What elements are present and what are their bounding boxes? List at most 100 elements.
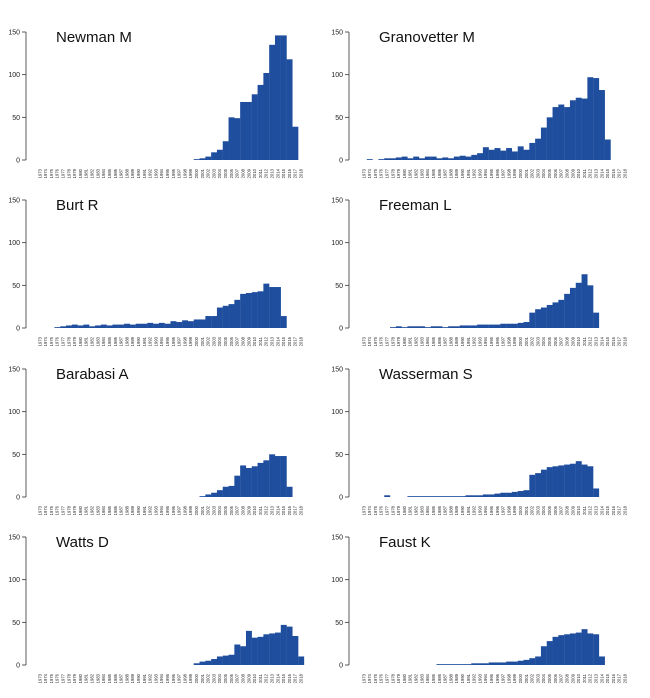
- bar: [106, 325, 113, 328]
- bar: [564, 464, 571, 497]
- x-tick-label: 2005: [223, 336, 228, 346]
- bar: [552, 302, 559, 328]
- bar: [523, 322, 530, 328]
- bar: [234, 475, 241, 497]
- x-tick-label: 2003: [535, 336, 540, 346]
- x-tick-label: 1983: [419, 168, 424, 178]
- bar: [228, 485, 235, 497]
- x-tick-label: 1994: [483, 168, 488, 178]
- bar: [598, 656, 605, 665]
- x-tick-label: 1981: [408, 168, 413, 178]
- x-tick-label: 1988: [124, 336, 129, 346]
- y-tick-label: 0: [339, 326, 343, 333]
- y-tick-label: 100: [8, 409, 20, 416]
- bar: [413, 156, 420, 160]
- x-tick-label: 2008: [240, 336, 245, 346]
- bar: [517, 491, 524, 497]
- bar: [442, 157, 449, 160]
- bar: [494, 324, 501, 328]
- x-tick-label: 1984: [425, 505, 430, 515]
- x-tick-label: 2012: [264, 168, 269, 178]
- bar: [552, 636, 559, 665]
- x-tick-label: 2010: [252, 336, 257, 346]
- x-tick-label: 1994: [159, 336, 164, 346]
- bar: [245, 293, 252, 328]
- x-tick-label: 1989: [130, 505, 135, 515]
- bar: [205, 156, 212, 160]
- x-tick-label: 2003: [535, 673, 540, 683]
- bar: [575, 97, 582, 160]
- x-tick-label: 1976: [379, 505, 384, 515]
- bar: [569, 100, 576, 160]
- bar: [419, 496, 425, 497]
- x-tick-label: 2013: [593, 673, 598, 683]
- bar: [558, 465, 565, 497]
- bar: [245, 630, 252, 665]
- x-tick-label: 2005: [223, 673, 228, 683]
- x-tick-label: 1987: [119, 673, 124, 683]
- x-tick-label: 1982: [414, 168, 419, 178]
- x-tick-label: 2008: [564, 673, 569, 683]
- x-tick-label: 2017: [617, 505, 622, 515]
- x-tick-label: 1988: [448, 673, 453, 683]
- x-tick-label: 2006: [229, 336, 234, 346]
- x-tick-label: 1977: [61, 168, 66, 178]
- bar: [384, 495, 391, 497]
- x-tick-label: 1974: [43, 336, 48, 346]
- x-tick-label: 1973: [37, 168, 42, 178]
- bar: [199, 661, 206, 665]
- x-tick-label: 2013: [269, 336, 274, 346]
- x-tick-label: 2012: [588, 336, 593, 346]
- bar: [436, 664, 443, 665]
- x-tick-label: 1979: [72, 673, 77, 683]
- x-tick-label: 2009: [246, 505, 251, 515]
- x-tick-label: 2014: [599, 168, 604, 178]
- x-tick-label: 1974: [43, 505, 48, 515]
- x-tick-label: 2004: [541, 673, 546, 683]
- x-tick-label: 2007: [559, 505, 564, 515]
- bar: [564, 107, 571, 160]
- bar: [552, 107, 559, 160]
- x-tick-label: 1975: [373, 336, 378, 346]
- bar: [240, 101, 247, 160]
- x-tick-label: 1999: [188, 505, 193, 515]
- bar: [211, 659, 218, 665]
- x-tick-label: 1987: [119, 505, 124, 515]
- x-tick-label: 1982: [414, 336, 419, 346]
- x-tick-label: 2011: [582, 505, 587, 515]
- bar: [187, 321, 194, 328]
- x-tick-label: 2004: [217, 336, 222, 346]
- x-tick-label: 1986: [437, 505, 442, 515]
- x-tick-label: 2003: [211, 168, 216, 178]
- x-tick-label: 2014: [599, 673, 604, 683]
- x-tick-label: 2001: [524, 673, 529, 683]
- x-tick-label: 1999: [188, 168, 193, 178]
- bar: [60, 326, 67, 328]
- x-tick-label: 2013: [593, 505, 598, 515]
- x-tick-label: 1991: [466, 505, 471, 515]
- bar: [430, 156, 437, 160]
- x-tick-label: 1990: [460, 168, 465, 178]
- bar: [112, 324, 119, 328]
- bar: [494, 148, 501, 160]
- bar: [95, 325, 101, 328]
- x-tick-label: 1992: [472, 168, 477, 178]
- x-tick-label: 2007: [235, 505, 240, 515]
- bar: [222, 305, 229, 328]
- bar: [535, 138, 542, 160]
- bar: [500, 662, 507, 665]
- x-tick-label: 1979: [396, 505, 401, 515]
- bar: [506, 492, 513, 497]
- x-tick-label: 1994: [159, 505, 164, 515]
- bar: [477, 663, 484, 665]
- x-tick-label: 1978: [390, 336, 395, 346]
- x-tick-label: 1991: [466, 673, 471, 683]
- bar: [593, 312, 600, 328]
- bar: [529, 474, 536, 497]
- x-tick-label: 2004: [541, 168, 546, 178]
- x-tick-label: 1990: [460, 673, 465, 683]
- panel-title: Burt R: [56, 197, 99, 214]
- x-tick-label: 2016: [611, 673, 616, 683]
- x-tick-label: 1983: [419, 673, 424, 683]
